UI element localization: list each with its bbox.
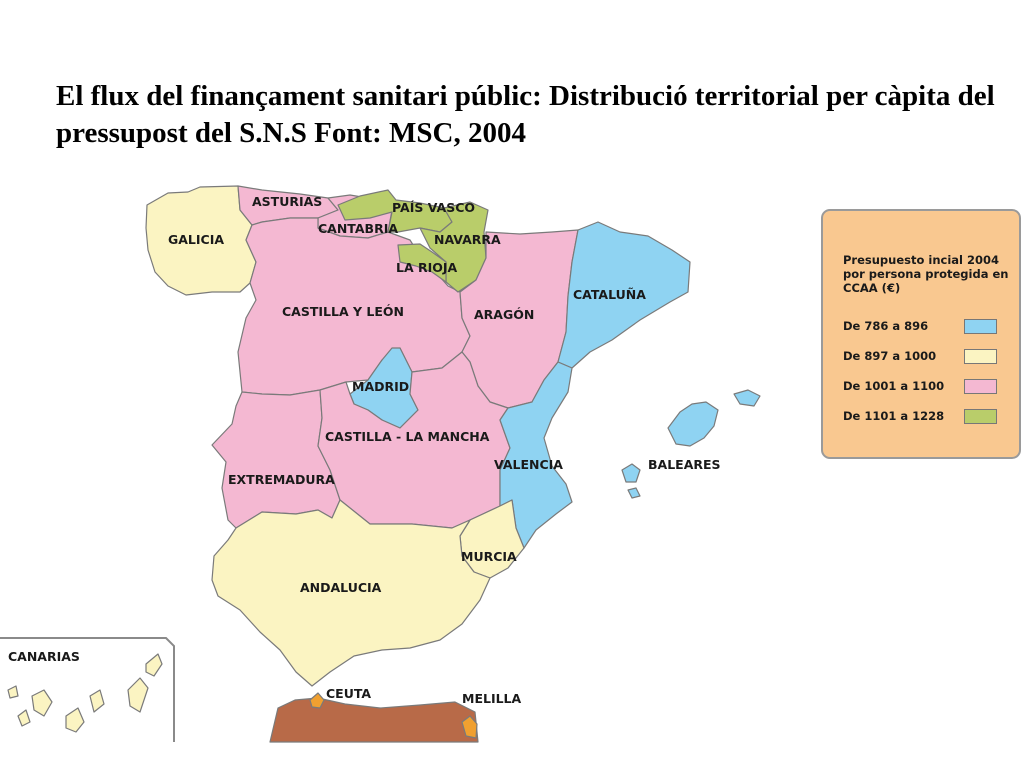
formentera-region	[627, 487, 641, 499]
label-castilla-mancha: CASTILLA - LA MANCHA	[325, 429, 490, 444]
label-canarias: CANARIAS	[8, 649, 80, 664]
legend-item-label: De 897 a 1000	[843, 349, 937, 363]
canarias-island-6	[17, 709, 31, 727]
navarra-region	[419, 201, 489, 293]
andalucia-region	[211, 499, 491, 687]
label-pais-vasco: PAÍS VASCO	[392, 200, 475, 215]
extremadura-region	[211, 389, 341, 529]
legend-item-label: De 786 a 896	[843, 319, 929, 333]
label-cataluna: CATALUÑA	[573, 287, 646, 302]
ceuta-region	[309, 692, 325, 709]
canarias-inset-frame	[0, 637, 175, 742]
label-navarra: NAVARRA	[434, 232, 501, 247]
canarias-island-1	[145, 653, 163, 677]
label-cantabria: CANTABRIA	[318, 221, 398, 236]
legend-item-label: De 1101 a 1228	[843, 409, 945, 423]
label-ceuta: CEUTA	[326, 686, 371, 701]
label-extremadura: EXTREMADURA	[228, 472, 335, 487]
la-rioja-region	[397, 243, 447, 283]
canarias-island-5	[31, 689, 53, 717]
label-melilla: MELILLA	[462, 691, 522, 706]
melilla-region	[461, 715, 478, 739]
label-murcia: MURCIA	[461, 549, 517, 564]
label-la-rioja: LA RIOJA	[396, 260, 458, 275]
menorca-region	[733, 389, 761, 407]
slide-title: El flux del finançament sanitari públic:…	[56, 80, 995, 149]
valencia-region	[499, 361, 573, 549]
baleares-region	[667, 401, 719, 447]
legend-item: De 1101 a 1228	[843, 409, 1011, 425]
label-galicia: GALICIA	[168, 232, 224, 247]
label-castilla-leon: CASTILLA Y LEÓN	[282, 304, 404, 319]
north-africa	[269, 697, 479, 743]
canarias-island-2	[127, 677, 149, 713]
legend-panel: Presupuesto incial 2004 por persona prot…	[821, 209, 1021, 459]
cataluna-region	[557, 221, 691, 369]
legend-item: De 1001 a 1100	[843, 379, 1011, 395]
legend-item: De 786 a 896	[843, 319, 1011, 335]
legend-swatch	[964, 379, 997, 394]
label-aragon: ARAGÓN	[474, 307, 534, 322]
label-madrid: MADRID	[352, 379, 409, 394]
label-baleares: BALEARES	[648, 457, 721, 472]
legend-swatch	[964, 319, 997, 334]
canarias-island-4	[65, 707, 85, 733]
canarias-island-7	[7, 685, 19, 699]
label-andalucia: ANDALUCIA	[300, 580, 382, 595]
ibiza-region	[621, 463, 641, 483]
legend-swatch	[964, 349, 997, 364]
label-asturias: ASTURIAS	[252, 194, 322, 209]
legend-item-label: De 1001 a 1100	[843, 379, 945, 393]
legend-swatch	[964, 409, 997, 424]
legend-item: De 897 a 1000	[843, 349, 1011, 365]
canarias-island-3	[89, 689, 105, 713]
label-valencia: VALENCIA	[494, 457, 563, 472]
legend-title: Presupuesto incial 2004 por persona prot…	[843, 253, 1009, 295]
